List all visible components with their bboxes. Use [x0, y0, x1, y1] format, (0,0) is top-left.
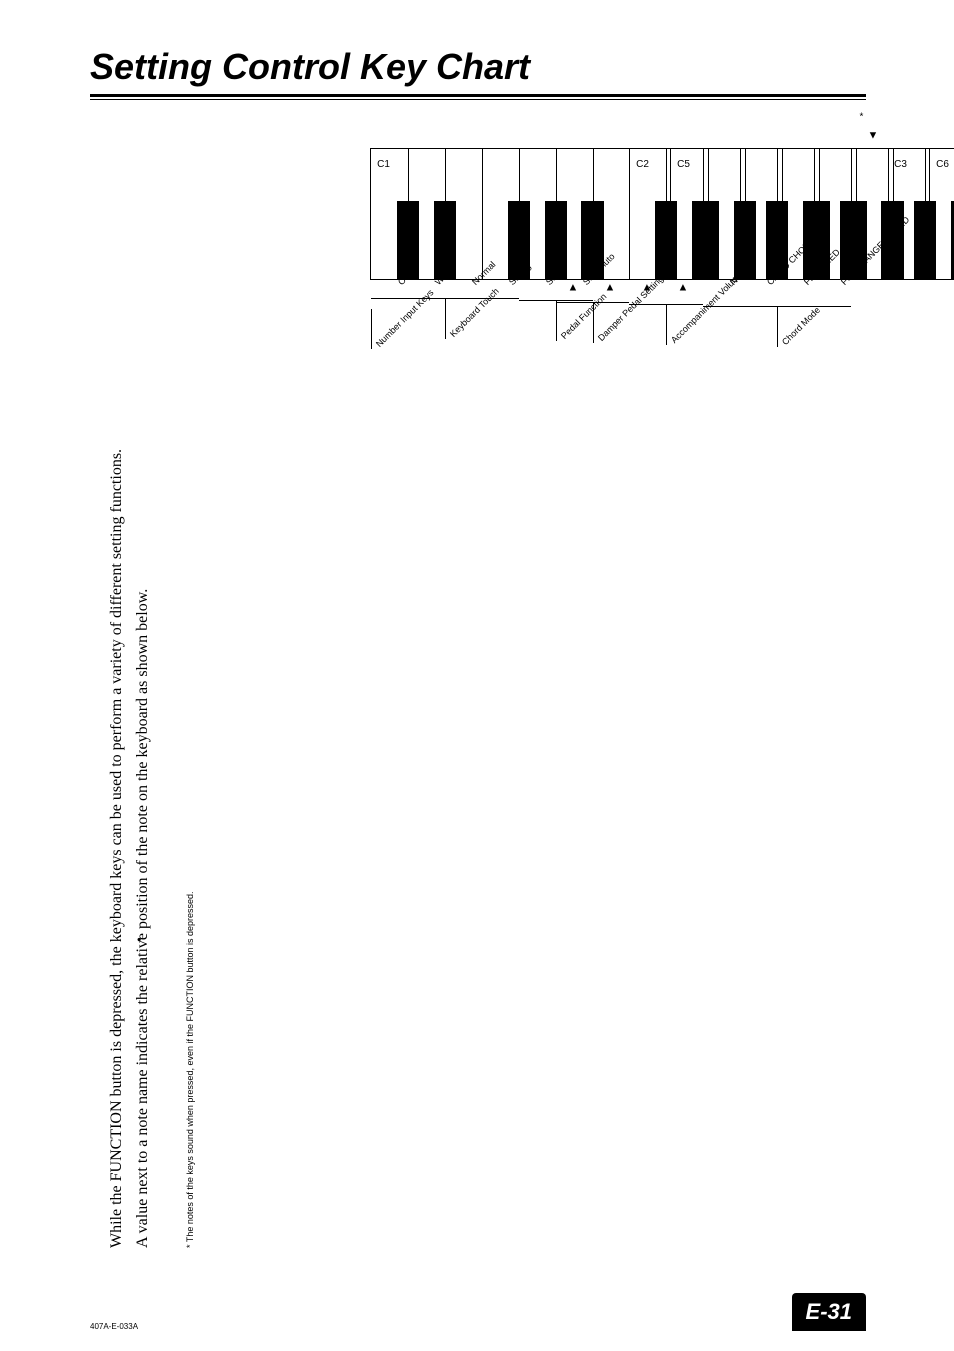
down-arrow-icon: ▼	[867, 130, 878, 142]
bracket-tick	[445, 299, 446, 339]
black-key	[397, 201, 419, 279]
up-arrow-icon: ▲	[567, 282, 578, 294]
group-label: Chord Mode	[780, 305, 822, 347]
intro-text-2: A value next to a note name indicates th…	[134, 589, 152, 1248]
star-label: *	[859, 112, 863, 123]
black-key	[545, 201, 567, 279]
black-key	[434, 201, 456, 279]
intro-text-1: While the FUNCTION button is depressed, …	[108, 449, 126, 1248]
footnote-text: * The notes of the keys sound when press…	[185, 891, 195, 1248]
black-key	[581, 201, 603, 279]
black-key	[734, 201, 756, 279]
title-underline-thin	[90, 99, 866, 100]
black-key	[697, 201, 719, 279]
octave-label: C1	[377, 159, 390, 170]
octave-label: C5	[677, 159, 690, 170]
bracket-tick	[777, 307, 778, 347]
octave-label: C2	[636, 159, 649, 170]
page-number: E-31	[792, 1293, 866, 1331]
black-key	[508, 201, 530, 279]
keyboard-lower: OffOnOffOnOffOnOffOnOffOn–+C5C6C7C8▲▲▼DS…	[670, 148, 954, 280]
bracket-tick	[666, 305, 667, 345]
page-title: Setting Control Key Chart	[90, 46, 530, 88]
title-underline-thick	[90, 94, 866, 97]
group-label: Keyboard Touch	[448, 286, 501, 339]
black-key	[845, 201, 867, 279]
up-arrow-icon: ▲	[604, 282, 615, 294]
bracket-tick	[593, 303, 594, 343]
bracket-tick	[371, 309, 372, 349]
black-key	[881, 201, 903, 279]
group-label: Number Input Keys	[374, 287, 436, 349]
footer-code: 407A-E-033A	[90, 1322, 138, 1331]
octave-label: C6	[936, 159, 949, 170]
up-arrow-icon: ▲	[678, 282, 689, 294]
black-key	[808, 201, 830, 279]
bracket-tick	[556, 301, 557, 341]
